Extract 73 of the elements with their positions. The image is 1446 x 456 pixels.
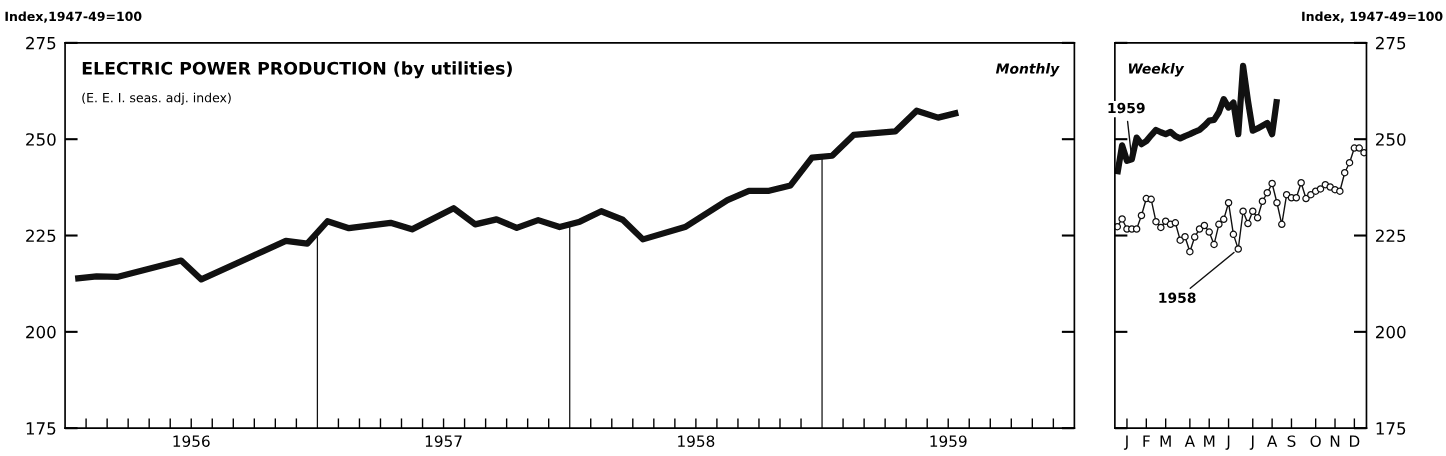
x-tick-label: 1958 xyxy=(678,435,715,447)
point xyxy=(1205,228,1213,236)
point xyxy=(1224,199,1233,207)
point xyxy=(1181,232,1189,241)
point xyxy=(1195,225,1204,233)
point xyxy=(1278,220,1286,229)
point xyxy=(1186,247,1194,256)
point xyxy=(1355,144,1363,152)
x-tick-label: M xyxy=(1160,435,1171,447)
point xyxy=(1249,207,1257,215)
point xyxy=(1234,245,1242,253)
point xyxy=(1219,215,1228,224)
point xyxy=(1336,187,1344,195)
point xyxy=(1239,207,1247,215)
x-tick-label: M xyxy=(1204,435,1215,447)
point xyxy=(1345,158,1354,167)
x-tick-label: J xyxy=(1123,435,1128,450)
y-tick-label: 275 xyxy=(26,36,56,50)
x-tick-label: A xyxy=(1267,435,1278,447)
point xyxy=(1210,240,1218,249)
point xyxy=(1190,233,1199,241)
point xyxy=(1244,219,1252,228)
point xyxy=(1273,199,1281,207)
point xyxy=(1292,194,1301,202)
x-tick-label: F xyxy=(1143,435,1150,447)
point xyxy=(1302,194,1310,203)
point xyxy=(1157,223,1165,232)
point xyxy=(1229,230,1238,239)
x-tick-label: J xyxy=(1225,435,1230,450)
y-axis-title: Index, 1947-49=100 xyxy=(1302,11,1443,23)
x-tick-label: 1956 xyxy=(173,435,210,447)
point xyxy=(1147,195,1155,204)
y-tick-label: 225 xyxy=(26,229,56,243)
point xyxy=(1360,148,1367,157)
point xyxy=(1132,225,1141,233)
x-tick-label: J xyxy=(1249,435,1254,450)
point xyxy=(1137,211,1146,220)
text: (E. E. I. seas. adj. index) xyxy=(82,92,231,105)
point xyxy=(1171,219,1180,227)
point xyxy=(1263,189,1272,197)
x-tick-label: O xyxy=(1310,435,1321,447)
text: ELECTRIC POWER PRODUCTION (by utilities) xyxy=(82,61,512,79)
point xyxy=(1253,214,1262,222)
y-tick-label: 175 xyxy=(26,422,56,435)
point xyxy=(1282,190,1291,199)
x-tick-label: D xyxy=(1349,435,1360,447)
y-tick-label: 175 xyxy=(1376,422,1406,435)
annotation: Monthly xyxy=(995,63,1060,77)
point xyxy=(1268,179,1276,188)
x-tick-label: S xyxy=(1287,435,1296,447)
x-tick-label: 1957 xyxy=(425,435,462,447)
text: 1958 xyxy=(1159,292,1196,304)
y-tick-label: 250 xyxy=(26,133,56,146)
y-tick-label: 275 xyxy=(1376,36,1406,50)
point xyxy=(1118,215,1126,223)
y-tick-label: 200 xyxy=(26,325,56,339)
series-label: 1959 xyxy=(1108,102,1145,114)
x-tick-label: N xyxy=(1330,435,1340,447)
point xyxy=(1152,217,1160,226)
y-axis-title: Index,1947-49=100 xyxy=(5,11,142,23)
point xyxy=(1297,178,1305,187)
point xyxy=(1340,168,1349,177)
point xyxy=(1176,236,1184,244)
point xyxy=(1215,220,1223,229)
y-tick-label: 200 xyxy=(1376,325,1406,339)
point xyxy=(1316,185,1325,193)
y-tick-label: 250 xyxy=(1376,133,1406,146)
x-tick-label: 1959 xyxy=(930,435,967,447)
point xyxy=(1200,221,1209,230)
y-tick-label: 225 xyxy=(1376,229,1406,243)
point xyxy=(1258,197,1267,205)
x-tick-label: A xyxy=(1184,435,1195,447)
annotation: Weekly xyxy=(1128,63,1185,77)
